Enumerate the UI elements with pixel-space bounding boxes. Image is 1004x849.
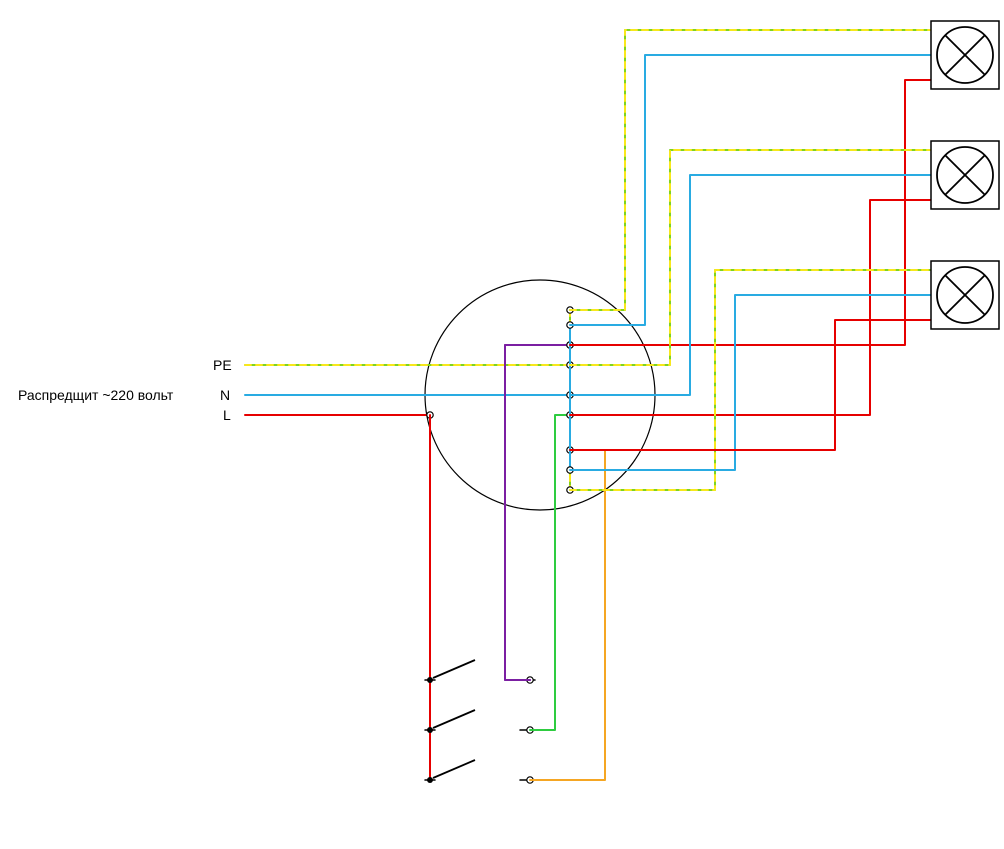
switch-3-blade[interactable] bbox=[433, 760, 475, 778]
pe-lamp1 bbox=[570, 30, 935, 310]
switch-2-blade[interactable] bbox=[433, 710, 475, 728]
switch-1-blade[interactable] bbox=[433, 660, 475, 678]
n-lamp3 bbox=[570, 295, 935, 470]
sw2-return bbox=[530, 415, 570, 730]
l-label: L bbox=[223, 407, 231, 423]
pe-label: PE bbox=[213, 357, 232, 373]
n-label: N bbox=[220, 387, 230, 403]
l-lamp3 bbox=[570, 320, 935, 450]
source-label: Распредщит ~220 вольт bbox=[18, 387, 174, 403]
